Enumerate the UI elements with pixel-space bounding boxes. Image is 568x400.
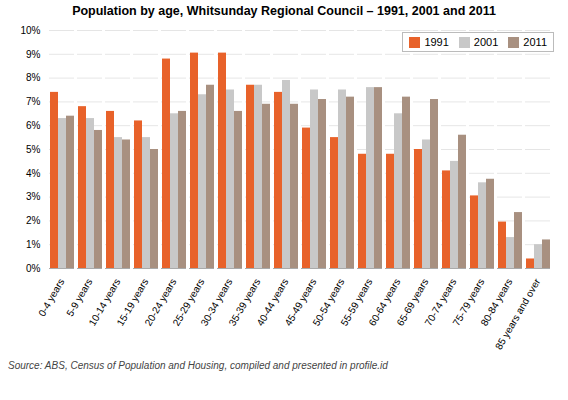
html-text:2001: 2001 [473, 36, 499, 48]
svg-text:75-79 years: 75-79 years [450, 276, 487, 328]
svg-text:1%: 1% [26, 239, 41, 250]
svg-text:25-29 years: 25-29 years [170, 276, 207, 328]
html-text:2011: 2011 [523, 36, 547, 48]
svg-text:60-64 years: 60-64 years [366, 276, 403, 328]
svg-text:35-39 years: 35-39 years [226, 276, 263, 328]
svg-text:2%: 2% [26, 215, 41, 226]
svg-text:5%: 5% [26, 144, 41, 155]
svg-text:20-24 years: 20-24 years [142, 276, 179, 328]
html-text:Source: ABS, Census of Populat: Source: ABS, Census of Population and Ho… [8, 360, 388, 371]
svg-text:7%: 7% [26, 96, 41, 107]
svg-text:10-14 years: 10-14 years [86, 276, 123, 328]
svg-text:15-19 years: 15-19 years [114, 276, 151, 328]
svg-text:80-84 years: 80-84 years [478, 276, 515, 328]
svg-text:8%: 8% [26, 72, 41, 83]
svg-text:70-74 years: 70-74 years [422, 276, 459, 328]
svg-text:45-49 years: 45-49 years [282, 276, 319, 328]
svg-text:9%: 9% [26, 49, 41, 60]
svg-text:0%: 0% [26, 263, 41, 274]
svg-text:3%: 3% [26, 191, 41, 202]
svg-text:85 years and over: 85 years and over [493, 276, 543, 351]
svg-text:6%: 6% [26, 120, 41, 131]
svg-text:30-34 years: 30-34 years [198, 276, 235, 328]
svg-text:55-59 years: 55-59 years [338, 276, 375, 328]
svg-text:4%: 4% [26, 168, 41, 179]
svg-text:0-4 years: 0-4 years [36, 277, 66, 319]
svg-text:10%: 10% [20, 25, 40, 36]
html-text:Population by age, Whitsunday: Population by age, Whitsunday Regional C… [72, 4, 496, 18]
svg-text:40-44 years: 40-44 years [254, 276, 291, 328]
svg-text:50-54 years: 50-54 years [310, 276, 347, 328]
svg-text:5-9 years: 5-9 years [64, 277, 94, 319]
svg-text:65-69 years: 65-69 years [394, 276, 431, 328]
html-text:1991: 1991 [424, 36, 449, 48]
